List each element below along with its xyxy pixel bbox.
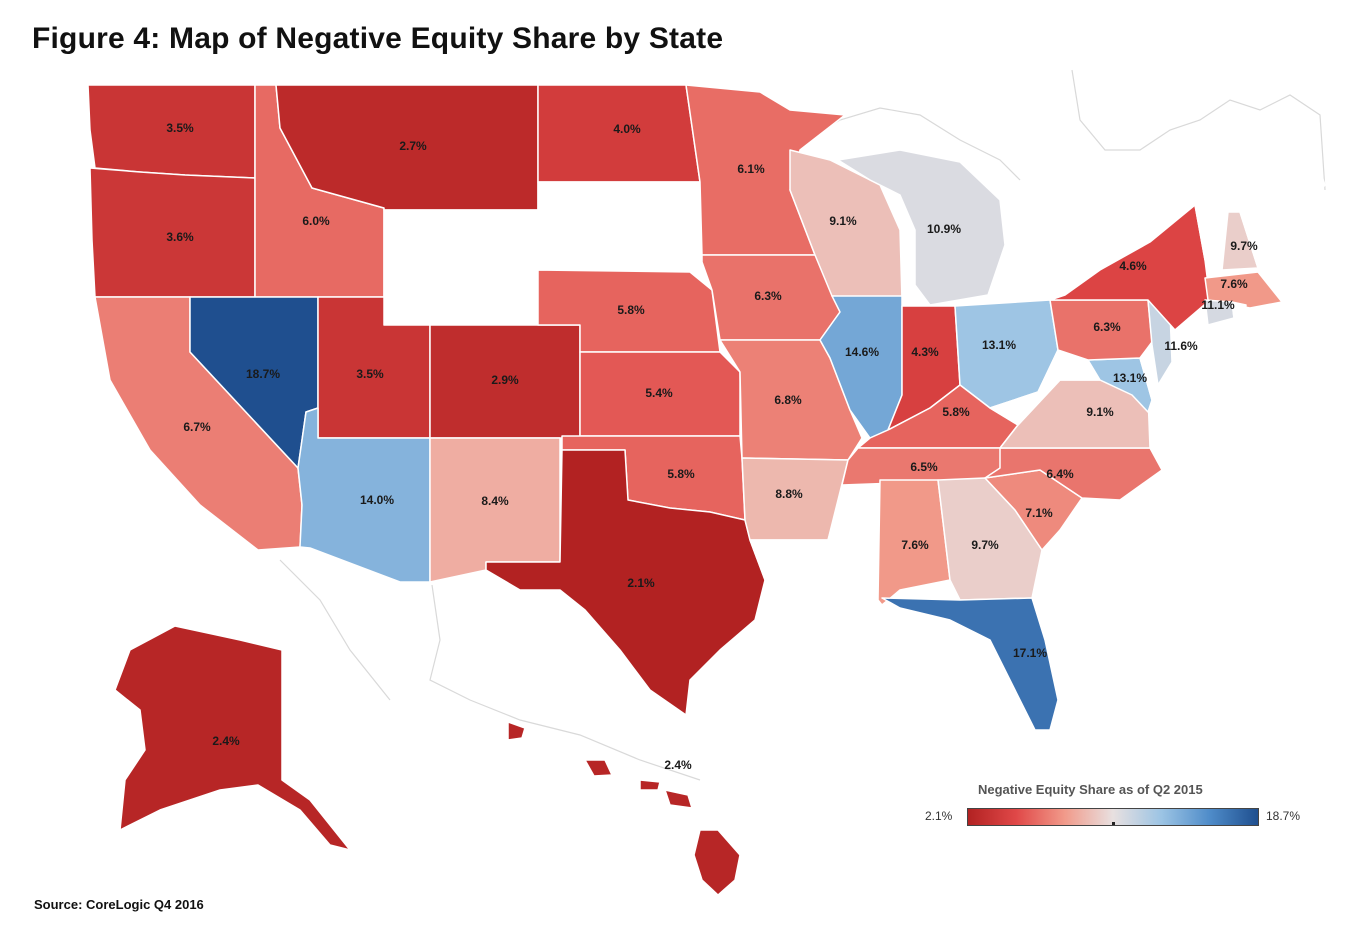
state-label-ar: 8.8% [775,487,803,501]
state-label-ga: 9.7% [971,538,999,552]
state-de [1139,344,1161,401]
state-label-mi: 10.9% [927,222,961,236]
state-me [1239,114,1326,269]
state-label-ne: 5.8% [617,303,645,317]
legend-min-label: 2.1% [925,809,953,823]
state-wy [383,209,539,326]
legend-gradient-bar [967,808,1259,826]
state-label-il: 14.6% [845,345,879,359]
state-label-mo: 6.8% [774,393,802,407]
state-label-ny: 4.6% [1119,259,1147,273]
state-label-tx: 2.1% [627,576,655,590]
state-label-nj: 11.6% [1164,339,1198,353]
state-label-nd: 4.0% [613,122,641,136]
state-label-in: 4.3% [911,345,939,359]
state-label-fl: 17.1% [1013,646,1047,660]
state-mi [837,149,1006,306]
state-nc [984,447,1163,501]
state-labels: 3.5% 3.6% 6.7% 6.0% 18.7% 2.7% 3.5% 14.0% 2.9% 8.… [166,121,1258,772]
state-hi [507,721,741,896]
state-label-sc: 7.1% [1025,506,1053,520]
state-sd [537,181,703,273]
state-label-nh: 9.7% [1230,239,1258,253]
state-label-md: 13.1% [1113,371,1147,385]
state-label-oh: 13.1% [982,338,1016,352]
state-label-hi: 2.4% [664,758,692,772]
states-layer [87,84,1326,896]
state-label-pa: 6.3% [1093,320,1121,334]
state-label-al: 7.6% [901,538,929,552]
legend-marker [1112,822,1115,825]
state-tx [485,449,766,716]
state-label-wa: 3.5% [166,121,194,135]
state-label-nv: 18.7% [246,367,280,381]
state-label-ia: 6.3% [754,289,782,303]
state-label-mn: 6.1% [737,162,765,176]
state-label-ky: 5.8% [942,405,970,419]
state-label-va: 9.1% [1086,405,1114,419]
state-label-ma: 7.6% [1220,277,1248,291]
state-label-ks: 5.4% [645,386,673,400]
state-label-ut: 3.5% [356,367,384,381]
state-label-ok: 5.8% [667,467,695,481]
state-label-ca: 6.7% [183,420,211,434]
state-label-ct: 11.1% [1201,298,1235,312]
state-nm [429,437,561,583]
state-label-or: 3.6% [166,230,194,244]
state-label-wi: 9.1% [829,214,857,228]
state-label-tn: 6.5% [910,460,938,474]
state-label-nc: 6.4% [1046,467,1074,481]
state-label-mt: 2.7% [399,139,427,153]
background-outlines [279,69,1326,781]
state-ri [1231,301,1247,319]
source-note: Source: CoreLogic Q4 2016 [34,897,204,912]
state-fl [881,597,1059,731]
legend-max-label: 18.7% [1266,809,1301,823]
state-label-nm: 8.4% [481,494,509,508]
page-title: Figure 4: Map of Negative Equity Share b… [32,22,724,55]
state-ma [1204,271,1283,309]
state-label-ak: 2.4% [212,734,240,748]
state-label-az: 14.0% [360,493,394,507]
legend-title: Negative Equity Share as of Q2 2015 [978,782,1203,797]
state-ak [114,625,351,851]
state-label-id: 6.0% [302,214,330,228]
state-label-co: 2.9% [491,373,519,387]
